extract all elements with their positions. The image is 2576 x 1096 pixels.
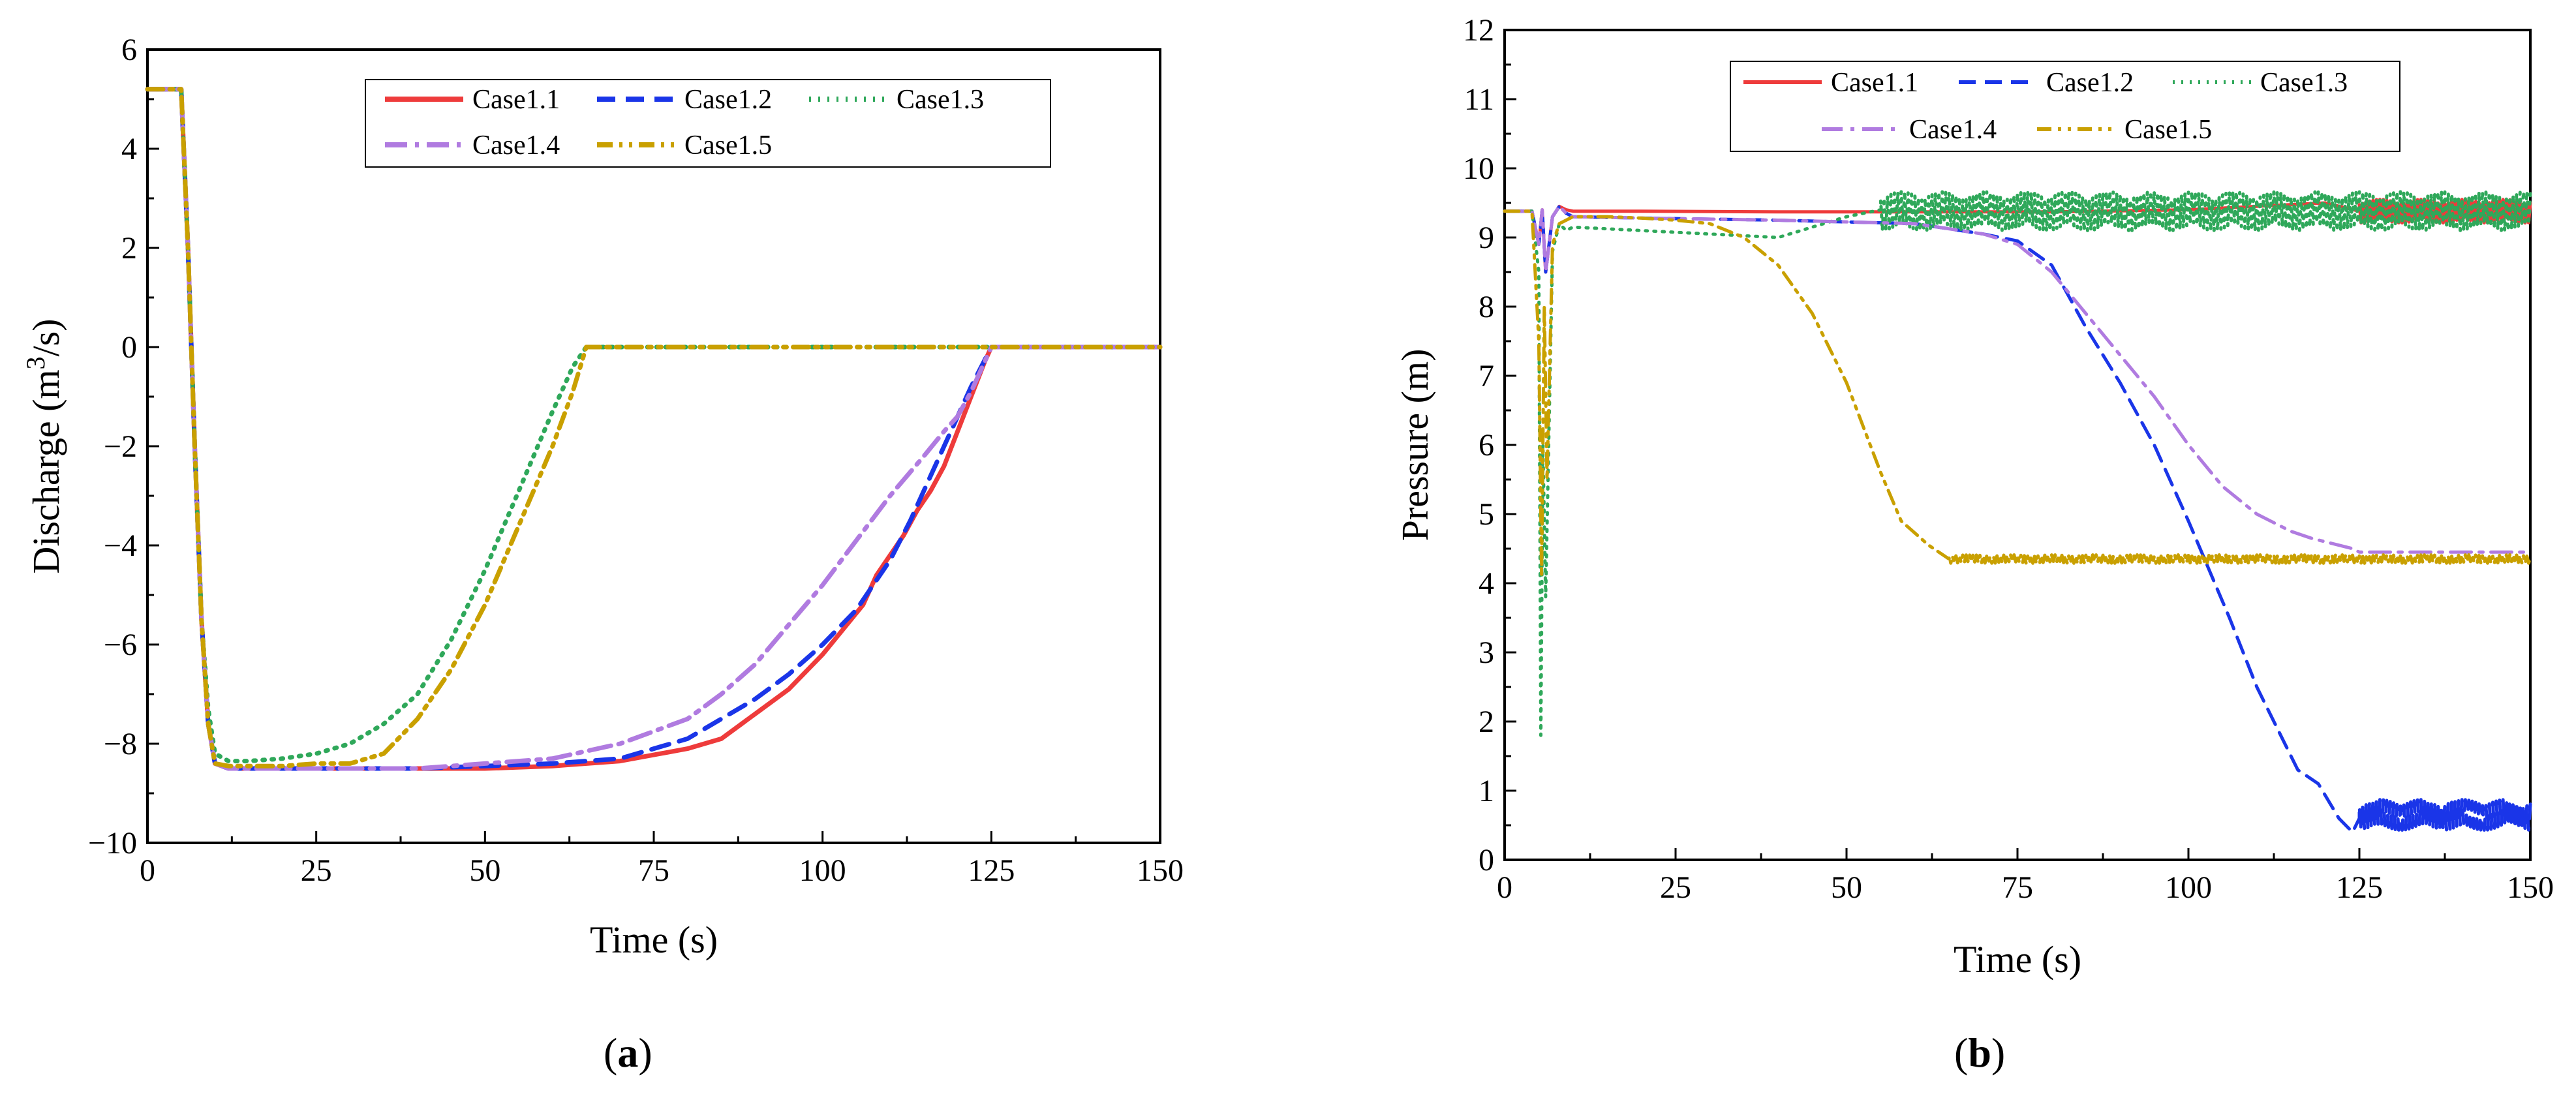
legend-a: Case1.1 Case1.2 Case1.3 Case1.4 Case1.5 [365,79,1051,168]
series-line-case1-3 [1503,190,2532,737]
legend-label: Case1.3 [897,85,984,115]
plot-frame-a [146,48,1161,844]
series-line-case1-4 [145,87,1163,771]
y-tick-label: 6 [1479,428,1494,463]
y-tick-label: −10 [88,826,137,860]
y-tick-label: 8 [1479,290,1494,324]
y-tick-label: −2 [104,429,137,464]
x-tick-label: 50 [469,853,500,888]
x-tick-label: 150 [1137,853,1184,888]
y-axis-title-b: Pressure (m) [1394,349,1436,541]
series-line-case1-5 [145,87,1163,769]
y-tick-label: 7 [1479,359,1494,393]
legend-label: Case1.5 [2124,115,2212,145]
y-tick-label: 2 [1479,705,1494,739]
series-line-case1-2 [1503,204,2532,834]
y-tick-label: 2 [121,231,137,266]
x-tick-label: 125 [2336,870,2383,905]
legend-label: Case1.5 [684,130,772,160]
legend-label: Case1.1 [1831,68,1918,98]
legend-label: Case1.4 [472,130,560,160]
legend-box-a [365,79,1051,168]
series-line-case1-2 [145,87,1163,771]
x-tick-label: 0 [1497,870,1512,905]
x-tick-label: 100 [799,853,846,888]
y-tick-label: 11 [1464,82,1494,117]
caption-a: (a) [604,1029,652,1076]
y-tick-label: 0 [121,330,137,365]
legend-label: Case1.2 [684,85,772,115]
x-axis-title-b: Time (s) [1954,938,2081,981]
legend-label: Case1.4 [1909,115,1997,145]
x-tick-label: 50 [1831,870,1862,905]
x-tick-label: 75 [2002,870,2033,905]
series-line-case1-5 [1503,209,2532,578]
y-tick-label: 6 [121,33,137,67]
y-tick-label: −8 [104,727,137,761]
legend-box-b [1730,61,2400,152]
x-tick-label: 125 [968,853,1015,888]
y-tick-label: 4 [1479,566,1494,601]
x-tick-label: 25 [301,853,332,888]
series-line-case1-1 [145,87,1163,771]
x-tick-label: 100 [2165,870,2212,905]
x-tick-label: 0 [140,853,155,888]
chart-panel-a: 0 25 50 75 100 125 150 −10 −8 −6 −4 −2 0 2 4 6 Time (s)… [21,33,1184,1076]
y-axis-title-a: Discharge (m3/s) [21,319,67,574]
x-tick-label: 75 [638,853,669,888]
legend-label: Case1.3 [2260,68,2348,98]
y-tick-label: 1 [1479,774,1494,808]
y-tick-label: 12 [1463,13,1494,48]
legend-b: Case1.1 Case1.2 Case1.3 Case1.4 Case1.5 [1730,61,2400,152]
x-axis-title-a: Time (s) [590,919,718,961]
x-tick-label: 150 [2507,870,2554,905]
x-tick-label: 25 [1660,870,1691,905]
legend-label: Case1.2 [2046,68,2134,98]
y-tick-label: −6 [104,628,137,662]
caption-b: (b) [1954,1029,2005,1076]
series-line-case1-3 [145,87,1163,764]
y-tick-label: 5 [1479,497,1494,532]
legend-label: Case1.1 [472,85,560,115]
y-tick-label: 0 [1479,843,1494,877]
series-layer-a [145,87,1163,771]
series-line-case1-4 [1503,204,2532,554]
ticks-a: 0 25 50 75 100 125 150 −10 −8 −6 −4 −2 0 2 4 6 [88,33,1184,888]
y-tick-label: 9 [1479,221,1494,255]
y-tick-label: 10 [1463,151,1494,186]
series-layer-b [1503,190,2532,834]
y-tick-label: 4 [121,132,137,166]
plot-frame-b [1503,29,2532,861]
y-tick-label: 3 [1479,635,1494,670]
y-tick-label: −4 [104,528,137,563]
